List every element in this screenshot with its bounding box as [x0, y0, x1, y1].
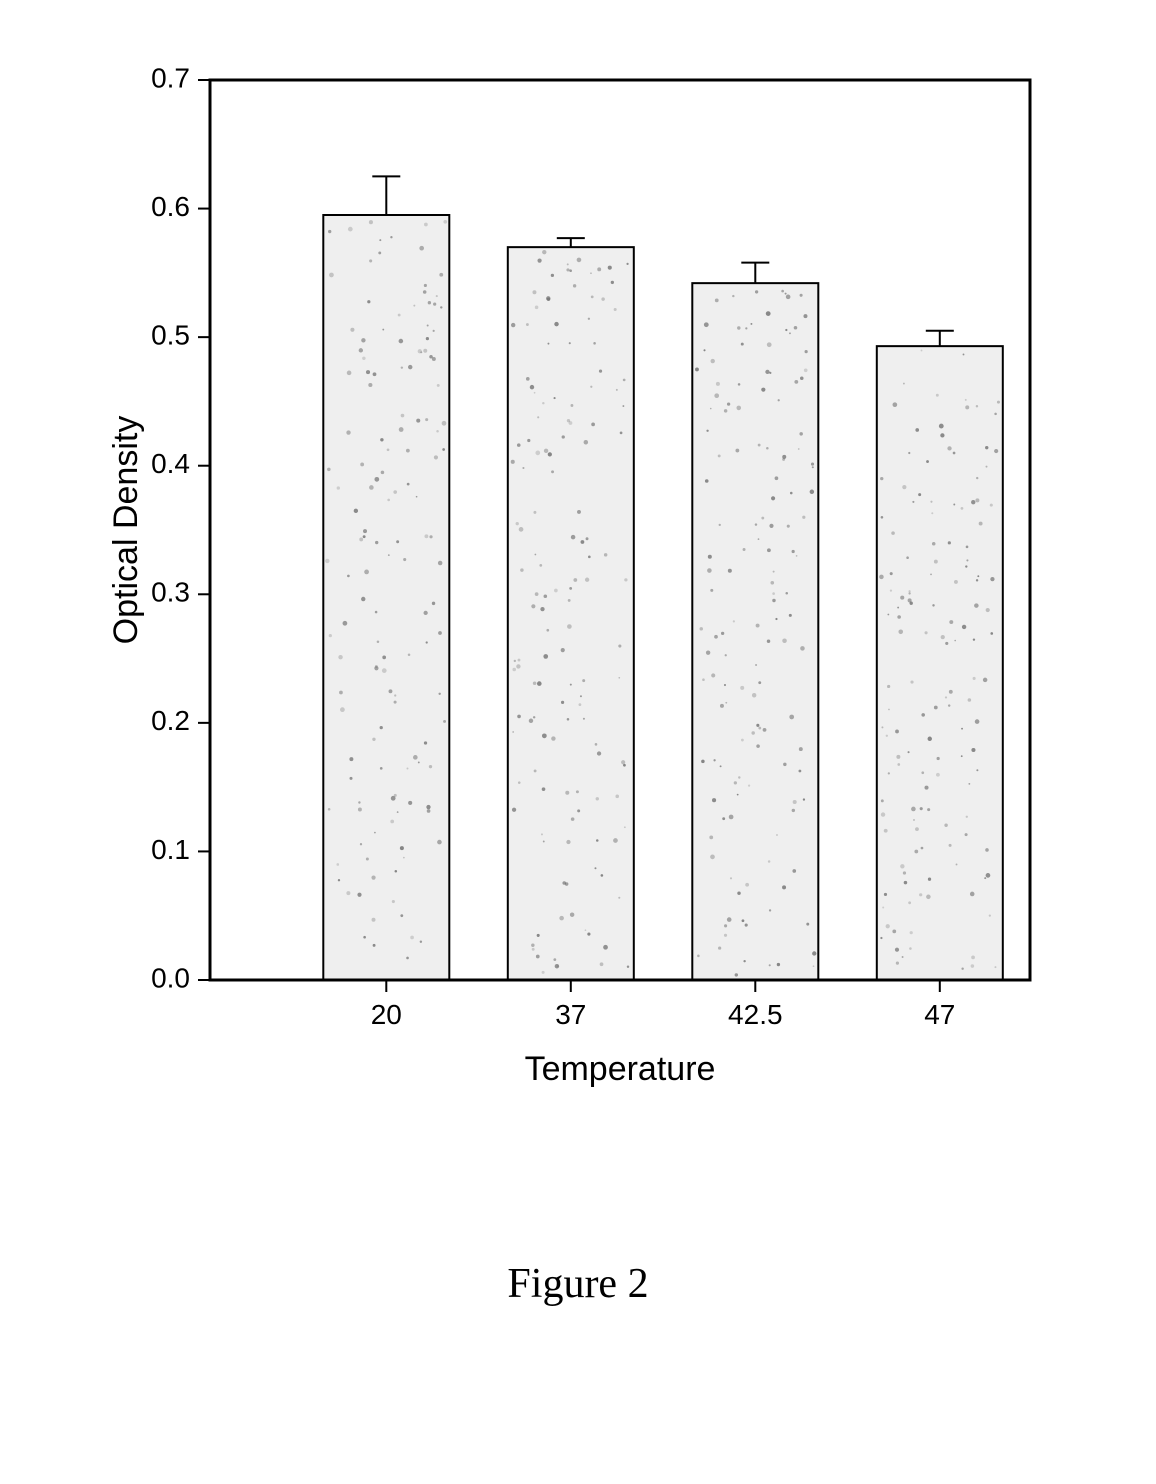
svg-text:0.1: 0.1 — [151, 834, 190, 865]
svg-text:0.0: 0.0 — [151, 962, 190, 993]
svg-text:0.2: 0.2 — [151, 705, 190, 736]
svg-text:Optical Density: Optical Density — [107, 416, 145, 645]
svg-text:Temperature: Temperature — [525, 1050, 716, 1088]
svg-text:0.7: 0.7 — [151, 62, 190, 93]
svg-text:0.5: 0.5 — [151, 320, 190, 351]
svg-text:47: 47 — [924, 999, 955, 1030]
chart-container: 0.0 0.1 0.2 0.3 0.4 0.5 0.6 0.7 Optical Density 2… — [80, 60, 1080, 1145]
bar-chart: 0.0 0.1 0.2 0.3 0.4 0.5 0.6 0.7 Optical Density 2… — [80, 60, 1080, 1140]
bar — [692, 283, 818, 980]
svg-text:42.5: 42.5 — [728, 999, 783, 1030]
svg-text:0.3: 0.3 — [151, 577, 190, 608]
svg-text:20: 20 — [371, 999, 402, 1030]
svg-text:0.4: 0.4 — [151, 448, 190, 479]
figure-caption: Figure 2 — [0, 1260, 1156, 1308]
page: 0.0 0.1 0.2 0.3 0.4 0.5 0.6 0.7 Optical Density 2… — [0, 0, 1156, 1484]
svg-text:0.6: 0.6 — [151, 191, 190, 222]
bar — [508, 247, 634, 980]
bar — [323, 215, 449, 980]
bar — [877, 346, 1003, 980]
svg-text:37: 37 — [555, 999, 586, 1030]
